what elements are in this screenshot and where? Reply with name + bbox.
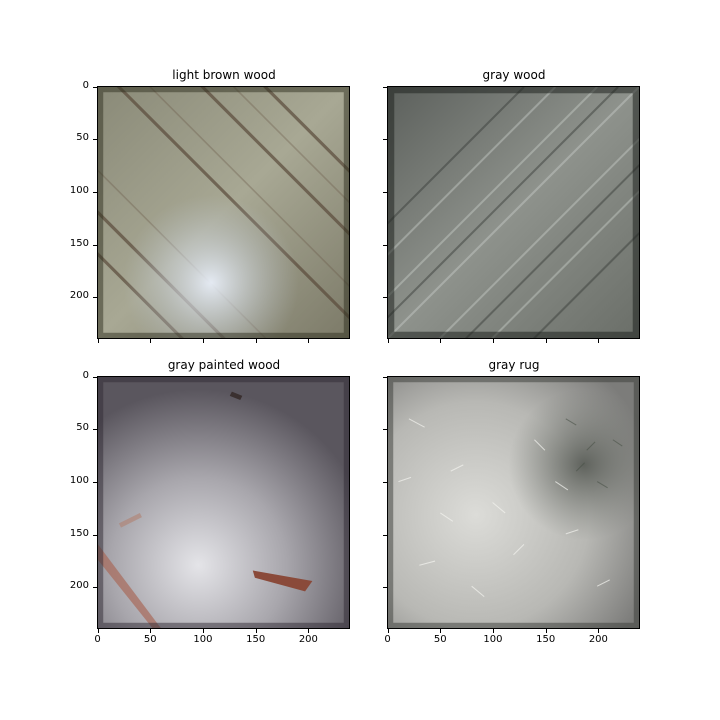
y-tick-mark <box>383 191 387 193</box>
panel-title-light-brown-wood: light brown wood <box>172 68 276 82</box>
light-brown-wood-image <box>97 86 350 339</box>
y-tick-label: 150 <box>69 237 89 249</box>
y-tick-mark <box>383 534 387 536</box>
x-tick-mark <box>387 339 389 343</box>
x-tick-label: 0 <box>384 634 391 645</box>
y-tick-label: 150 <box>69 527 89 539</box>
panel-title-gray-painted-wood: gray painted wood <box>167 358 281 372</box>
y-tick-mark <box>93 429 97 431</box>
x-tick-label: 150 <box>246 634 266 645</box>
panel-title-gray-wood: gray wood <box>482 68 546 82</box>
y-tick-mark <box>383 429 387 431</box>
x-tick-mark <box>545 629 547 633</box>
x-tick-mark <box>308 629 310 633</box>
gray-painted-wood-photo <box>98 377 349 628</box>
y-tick-label: 50 <box>76 422 89 434</box>
x-tick-label: 150 <box>536 634 556 645</box>
y-tick-label: 200 <box>69 290 89 302</box>
x-tick-mark <box>598 629 600 633</box>
x-tick-mark <box>97 629 99 633</box>
y-tick-mark <box>93 376 97 378</box>
gray-painted-wood-image <box>97 376 350 629</box>
y-tick-label: 0 <box>82 369 89 381</box>
y-tick-mark <box>383 481 387 483</box>
x-tick-label: 100 <box>193 634 213 645</box>
gray-wood-photo <box>388 87 639 338</box>
x-tick-mark <box>387 629 389 633</box>
y-tick-mark <box>383 86 387 88</box>
y-tick-mark <box>93 297 97 299</box>
y-tick-mark <box>93 139 97 141</box>
light-brown-wood-photo <box>98 87 349 338</box>
y-tick-label: 100 <box>69 184 89 196</box>
x-tick-mark <box>255 629 257 633</box>
x-tick-mark <box>150 339 152 343</box>
x-tick-label: 200 <box>588 634 608 645</box>
y-tick-label: 200 <box>69 580 89 592</box>
y-tick-mark <box>383 297 387 299</box>
x-tick-mark <box>150 629 152 633</box>
y-tick-mark <box>383 376 387 378</box>
y-tick-label: 100 <box>69 474 89 486</box>
panel-title-gray-rug: gray rug <box>488 358 540 372</box>
x-tick-label: 50 <box>143 634 157 645</box>
x-tick-label: 50 <box>433 634 447 645</box>
x-tick-mark <box>440 629 442 633</box>
gray-rug-photo <box>388 377 639 628</box>
gray-rug-image <box>387 376 640 629</box>
x-tick-mark <box>308 339 310 343</box>
y-tick-mark <box>383 139 387 141</box>
y-tick-mark <box>383 244 387 246</box>
x-tick-label: 200 <box>298 634 318 645</box>
x-tick-mark <box>545 339 547 343</box>
y-tick-mark <box>93 191 97 193</box>
x-tick-mark <box>202 339 204 343</box>
y-tick-mark <box>93 534 97 536</box>
x-tick-mark <box>598 339 600 343</box>
x-tick-mark <box>255 339 257 343</box>
x-tick-mark <box>492 629 494 633</box>
x-tick-mark <box>97 339 99 343</box>
y-tick-mark <box>93 244 97 246</box>
y-tick-label: 0 <box>82 79 89 91</box>
x-tick-mark <box>492 339 494 343</box>
x-tick-label: 0 <box>94 634 101 645</box>
gray-wood-image <box>387 86 640 339</box>
x-tick-label: 100 <box>483 634 503 645</box>
x-tick-mark <box>202 629 204 633</box>
y-tick-mark <box>93 481 97 483</box>
x-tick-mark <box>440 339 442 343</box>
y-tick-mark <box>383 587 387 589</box>
y-tick-mark <box>93 587 97 589</box>
y-tick-mark <box>93 86 97 88</box>
y-tick-label: 50 <box>76 132 89 144</box>
